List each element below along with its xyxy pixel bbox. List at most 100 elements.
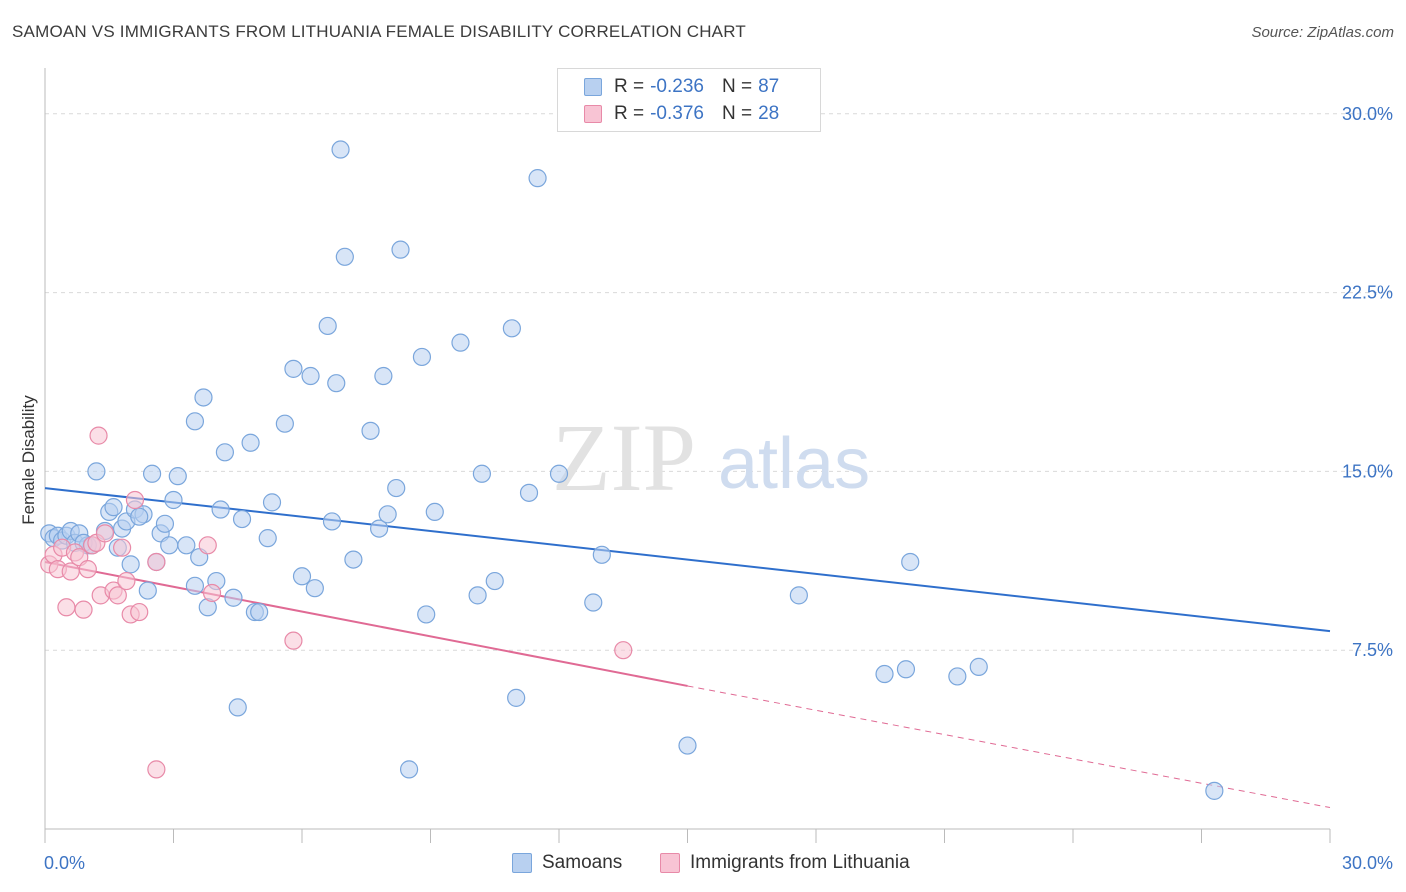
legend-r-value: -0.236 xyxy=(650,76,704,97)
x-tick-labels: 0.0% 30.0% xyxy=(44,853,1393,873)
x-tick-label: 0.0% xyxy=(44,853,85,873)
samoan-point xyxy=(104,498,123,517)
watermark-zip: ZIP xyxy=(552,404,696,511)
samoan-point xyxy=(896,660,916,679)
y-tick-labels: 7.5% 15.0% 22.5% 30.0% xyxy=(1342,104,1393,660)
lithuania-point xyxy=(130,602,149,622)
samoan-point xyxy=(417,605,436,624)
legend-r-value: -0.376 xyxy=(650,103,704,124)
samoan-point xyxy=(412,347,432,367)
lithuania-point xyxy=(614,641,633,660)
samoan-point xyxy=(232,509,252,529)
source-label: Source: ZipAtlas.com xyxy=(1251,24,1394,41)
samoan-point xyxy=(250,602,269,622)
samoan-point xyxy=(155,514,175,533)
lithuania-point xyxy=(95,524,115,543)
lithuania-point xyxy=(89,426,108,445)
samoan-point xyxy=(322,512,342,531)
lithuania-point xyxy=(57,598,76,617)
samoan-point xyxy=(168,467,187,486)
lithuania-trend-line xyxy=(44,560,688,687)
samoan-point xyxy=(519,483,539,502)
bottom-legend-label: Samoans xyxy=(542,852,623,873)
y-tick-label: 15.0% xyxy=(1342,461,1393,481)
samoan-point xyxy=(194,388,213,407)
chart-title: SAMOAN VS IMMIGRANTS FROM LITHUANIA FEMA… xyxy=(12,22,746,41)
lithuania-point xyxy=(78,560,97,579)
legend-swatch-blue xyxy=(584,78,602,96)
samoan-point xyxy=(160,536,179,555)
samoan-point xyxy=(331,140,350,159)
samoan-point xyxy=(344,550,363,569)
samoan-point xyxy=(121,555,140,574)
lithuania-point xyxy=(284,631,303,650)
bottom-legend-samoans: Samoans xyxy=(512,852,622,874)
samoan-point xyxy=(301,366,320,386)
legend-row-samoans: R = -0.236 N = 87 xyxy=(584,74,779,100)
samoan-point xyxy=(284,359,303,378)
lithuania-point xyxy=(112,538,132,557)
samoan-point xyxy=(549,464,569,483)
samoan-point xyxy=(164,490,183,510)
samoan-point xyxy=(425,502,444,522)
y-axis-label: Female Disability xyxy=(19,395,38,525)
legend-n-label: N = xyxy=(721,103,753,124)
samoan-point xyxy=(370,519,389,538)
samoan-point xyxy=(502,319,521,338)
samoan-point xyxy=(969,657,988,676)
samoan-point xyxy=(241,433,260,452)
samoan-point xyxy=(472,464,491,483)
samoan-point xyxy=(292,567,312,586)
data-points xyxy=(40,140,1224,800)
samoan-point xyxy=(875,664,894,684)
samoan-point xyxy=(318,316,337,336)
samoan-point xyxy=(305,579,324,598)
samoan-point xyxy=(211,500,230,519)
samoan-point xyxy=(678,736,697,755)
samoan-point xyxy=(451,333,470,352)
samoan-point xyxy=(468,586,487,605)
samoan-point xyxy=(130,507,149,526)
y-tick-label: 30.0% xyxy=(1342,104,1393,124)
samoan-point xyxy=(584,593,603,612)
samoan-point xyxy=(901,552,920,572)
samoan-point xyxy=(507,688,526,707)
samoan-point xyxy=(528,169,547,188)
legend-r-label: R = xyxy=(614,103,645,124)
samoan-point xyxy=(142,464,162,483)
samoan-point xyxy=(948,667,967,686)
samoan-point xyxy=(215,443,234,462)
bottom-swatch-blue xyxy=(512,853,532,873)
legend-n-label: N = xyxy=(721,76,753,97)
axes xyxy=(44,68,1331,843)
lithuania-point xyxy=(74,600,93,619)
samoan-point xyxy=(378,505,397,524)
y-tick-label: 7.5% xyxy=(1352,640,1393,660)
samoan-point xyxy=(391,240,410,259)
samoan-point xyxy=(185,412,205,431)
samoan-point xyxy=(138,581,157,600)
y-tick-label: 22.5% xyxy=(1342,283,1393,303)
legend-swatch-pink xyxy=(584,105,602,123)
bottom-swatch-pink xyxy=(660,853,680,873)
samoan-point xyxy=(262,493,282,512)
legend-n-value: 28 xyxy=(758,103,780,124)
grid-lines xyxy=(45,113,1392,651)
samoan-point xyxy=(258,529,277,548)
samoan-point xyxy=(335,247,354,266)
samoan-point xyxy=(789,586,808,605)
lithuania-point xyxy=(147,552,166,572)
legend-r-label: R = xyxy=(614,76,645,97)
trend-lines xyxy=(44,487,1331,809)
samoan-point xyxy=(224,588,243,607)
samoan-point xyxy=(361,421,380,440)
lithuania-point xyxy=(147,760,166,779)
watermark-atlas: atlas xyxy=(718,424,870,504)
lithuania-point xyxy=(198,536,217,555)
samoan-point xyxy=(327,374,346,393)
samoan-point xyxy=(485,571,504,591)
samoan-point xyxy=(177,536,196,555)
samoan-point xyxy=(228,698,247,717)
samoan-trend-line xyxy=(44,487,1331,633)
